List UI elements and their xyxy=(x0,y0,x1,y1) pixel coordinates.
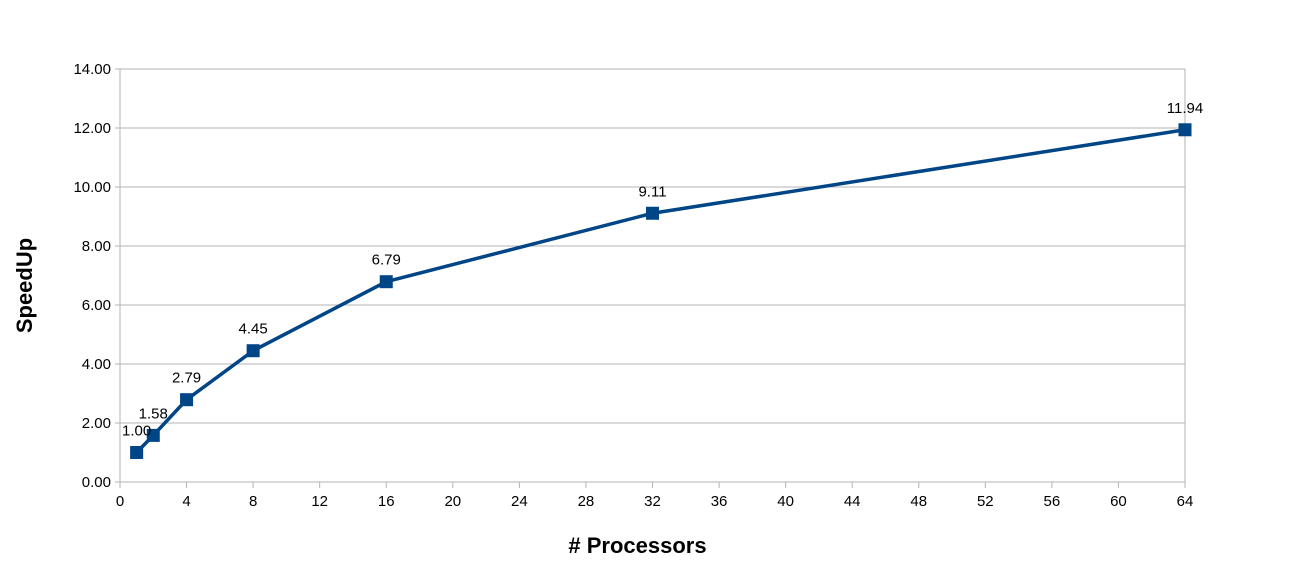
x-tick-label: 64 xyxy=(1177,493,1194,510)
x-tick-label: 20 xyxy=(444,493,461,510)
x-axis-title: # Processors xyxy=(568,533,706,558)
x-tick-label: 8 xyxy=(249,493,257,510)
x-tick-label: 16 xyxy=(378,493,395,510)
data-point-label: 2.79 xyxy=(172,370,201,387)
y-tick-label: 10.00 xyxy=(73,179,111,196)
data-point-label: 1.58 xyxy=(139,405,168,422)
x-tick-label: 52 xyxy=(977,493,994,510)
x-tick-label: 56 xyxy=(1044,493,1061,510)
x-tick-label: 24 xyxy=(511,493,528,510)
data-point-label: 11.94 xyxy=(1167,100,1203,117)
y-tick-label: 0.00 xyxy=(82,474,111,491)
series-area xyxy=(130,123,1192,459)
x-tick-label: 36 xyxy=(711,493,728,510)
x-tick-label: 12 xyxy=(311,493,328,510)
x-tick-label: 28 xyxy=(578,493,595,510)
series-line xyxy=(135,128,1186,454)
data-point-marker xyxy=(146,428,160,442)
data-point-label: 1.00 xyxy=(122,423,151,440)
y-tick-label: 8.00 xyxy=(82,238,111,255)
x-tick-label: 32 xyxy=(644,493,661,510)
y-tick-label: 12.00 xyxy=(73,120,111,137)
data-point-marker xyxy=(180,393,194,407)
y-tick-label: 4.00 xyxy=(82,356,111,373)
x-tick-label: 40 xyxy=(777,493,794,510)
x-tick-label: 0 xyxy=(116,493,124,510)
data-point-marker xyxy=(646,206,659,220)
data-point-marker xyxy=(379,275,393,289)
x-tick-label: 44 xyxy=(844,493,861,510)
x-tick-label: 60 xyxy=(1110,493,1127,510)
y-axis-title: SpeedUp xyxy=(12,238,37,333)
y-tick-label: 6.00 xyxy=(82,297,111,314)
gridlines xyxy=(120,68,1185,483)
data-point-marker xyxy=(130,446,144,459)
data-point-label: 4.45 xyxy=(239,321,268,338)
x-tick-label: 4 xyxy=(182,493,190,510)
y-tick-label: 2.00 xyxy=(82,415,111,432)
data-point-marker xyxy=(246,344,260,358)
data-point-label: 9.11 xyxy=(638,183,666,200)
y-tick-label: 14.00 xyxy=(73,61,111,78)
data-point-marker xyxy=(1178,123,1192,137)
x-tick-label: 48 xyxy=(910,493,927,510)
data-point-label: 6.79 xyxy=(372,252,401,269)
data-labels: 1.001.58 2.79 4.45 6.79 9.11 11.94 xyxy=(122,100,1203,440)
